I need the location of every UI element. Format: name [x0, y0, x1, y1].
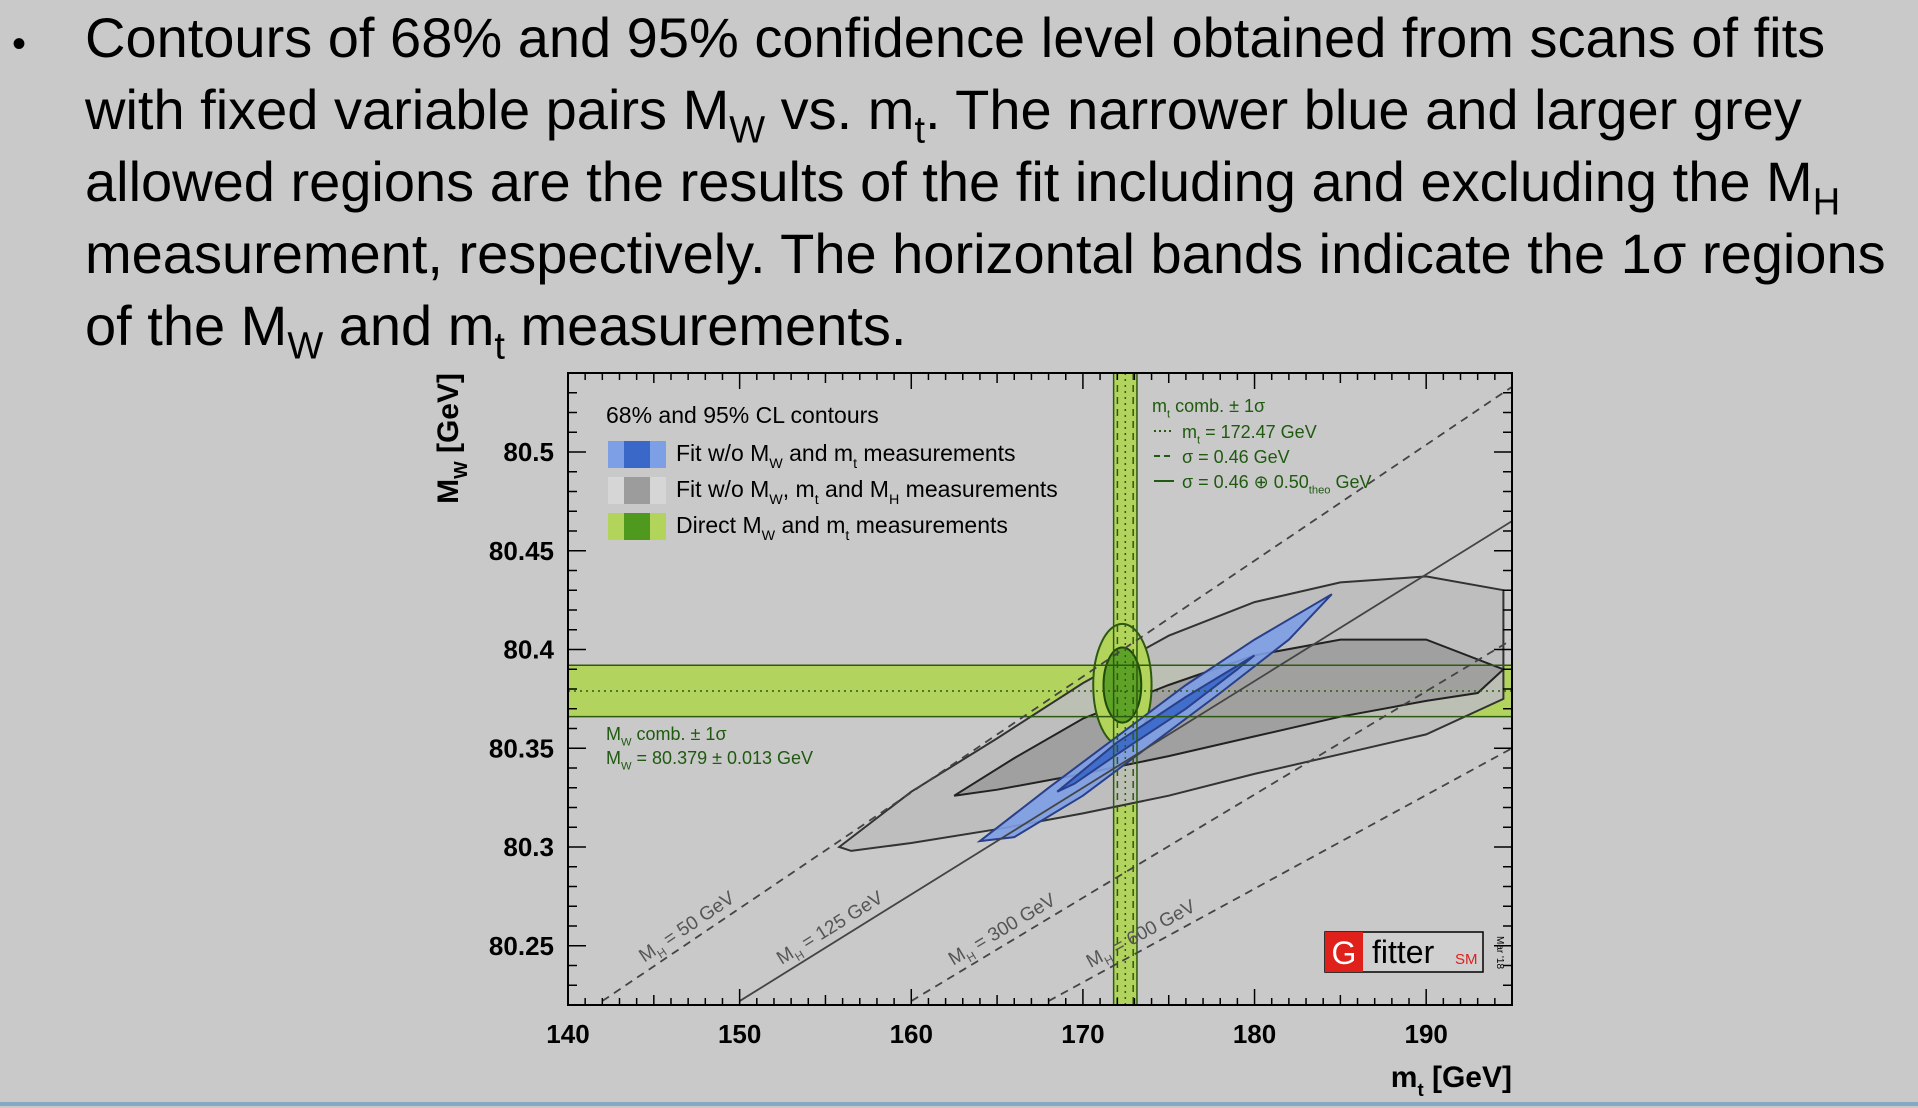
mw-box-central-part: M — [606, 748, 621, 768]
y-axis-label-sub: W — [450, 461, 471, 479]
x-axis-label-sub: t — [1417, 1079, 1423, 1100]
mw-box-central-sub: W — [621, 760, 632, 772]
mt-box-central-part: = 172.47 GeV — [1200, 422, 1317, 442]
legend-entry-label-part: Fit w/o M — [676, 440, 769, 466]
mw-box-title-part: M — [606, 724, 621, 744]
legend-entry-label-part: and M — [819, 476, 889, 502]
legend-entry-label-part: Direct M — [676, 512, 762, 538]
gfitter-logo-date: Mar '18 — [1494, 936, 1505, 969]
mw-box-title-part: comb. ± 1σ — [632, 724, 727, 744]
caption-sub: H — [1812, 181, 1841, 224]
y-axis-label: MW [GeV] — [432, 373, 471, 504]
mw-box-central-part: = 80.379 ± 0.013 GeV — [632, 748, 814, 768]
legend-entry-label-sub: W — [769, 492, 783, 508]
mw-box-title: MW comb. ± 1σ — [606, 724, 727, 748]
gfitter-logo-g-box — [1325, 932, 1363, 972]
mt-box-sigma-total-part: σ = 0.46 ⊕ 0.50 — [1182, 472, 1309, 492]
legend-entry-label: Fit w/o MW and mt measurements — [676, 440, 1016, 472]
caption-text: Contours of 68% and 95% confidence level… — [85, 2, 1905, 365]
y-tick-label: 80.35 — [489, 733, 554, 763]
y-tick-label: 80.5 — [503, 437, 554, 467]
caption-part: measurements. — [504, 294, 907, 357]
y-tick-label: 80.3 — [503, 832, 554, 862]
plot-content — [568, 373, 1512, 1005]
slide-bullet: • Contours of 68% and 95% confidence lev… — [0, 0, 1918, 365]
caption-part: vs. m — [765, 78, 915, 141]
legend-entry-label: Direct MW and mt measurements — [676, 512, 1008, 544]
x-tick-label: 160 — [890, 1019, 933, 1049]
legend-entry-label: Fit w/o MW, mt and MH measurements — [676, 476, 1058, 508]
caption-sub: W — [729, 109, 766, 152]
x-axis-label-part: [GeV] — [1424, 1061, 1512, 1094]
legend-swatch-inner — [624, 477, 650, 504]
mw-box-title-sub: W — [621, 736, 632, 748]
mw-box-central: MW = 80.379 ± 0.013 GeV — [606, 748, 813, 772]
mt-box-central: mt = 172.47 GeV — [1182, 422, 1317, 446]
legend-entry-label-part: measurements — [857, 440, 1016, 466]
caption-part: and m — [323, 294, 495, 357]
caption-part: measurement, respectively. The horizonta… — [85, 222, 1886, 357]
y-tick-label: 80.4 — [503, 635, 554, 665]
mh-line — [1048, 747, 1512, 1002]
x-tick-label: 190 — [1404, 1019, 1447, 1049]
mh-line — [739, 520, 1512, 1002]
legend-swatch-inner — [624, 441, 650, 468]
blue-contour-68 — [1056, 654, 1256, 793]
x-axis-label: mt [GeV] — [1391, 1061, 1512, 1100]
mt-box-title-sub: t — [1167, 408, 1171, 420]
mt-box-title-part: m — [1152, 396, 1167, 416]
legend-entry-label-part: and m — [783, 440, 853, 466]
y-tick-label: 80.45 — [489, 536, 554, 566]
mt-box-sigma-total: σ = 0.46 ⊕ 0.50theo GeV — [1182, 472, 1372, 496]
bottom-rule — [0, 1102, 1918, 1106]
caption-sub: t — [494, 325, 505, 368]
mt-box-sigma-total-sub: theo — [1309, 484, 1331, 496]
caption-sub: t — [914, 109, 926, 152]
bullet-dot: • — [12, 22, 27, 66]
legend-entry-label-part: Fit w/o M — [676, 476, 769, 502]
x-tick-label: 180 — [1233, 1019, 1276, 1049]
mh-line — [601, 386, 1512, 1002]
legend-entry-label-sub: t — [845, 528, 849, 544]
legend-entry-label-part: measurements — [849, 512, 1008, 538]
legend-entry-label-part: , m — [783, 476, 815, 502]
legend-entry-label-sub: t — [853, 456, 857, 472]
gfitter-logo-sm: SM — [1455, 951, 1478, 968]
legend-entry-label-sub: W — [762, 528, 776, 544]
legend-title: 68% and 95% CL contours — [606, 402, 879, 428]
x-axis-label-part: m — [1391, 1061, 1418, 1094]
legend-entry-label-part: measurements — [899, 476, 1058, 502]
y-axis-label-part: M — [432, 479, 465, 504]
caption-part: . The narrower blue and larger grey allo… — [85, 78, 1813, 213]
legend-entry-label-part: and m — [775, 512, 845, 538]
legend-entry-label-sub: t — [815, 492, 819, 508]
mt-box-central-part: m — [1182, 422, 1197, 442]
mh-line — [910, 638, 1512, 1002]
gfitter-logo-text: fitter — [1372, 934, 1435, 970]
mt-box-title-part: comb. ± 1σ — [1170, 396, 1265, 416]
mt-box-sigma: σ = 0.46 GeV — [1182, 447, 1290, 467]
legend-entry-label-sub: H — [889, 492, 899, 508]
x-tick-label: 170 — [1061, 1019, 1104, 1049]
caption-sub: W — [287, 325, 324, 368]
mt-box-title: mt comb. ± 1σ — [1152, 396, 1265, 420]
legend-entry-label-sub: W — [769, 456, 783, 472]
y-axis-label-part: [GeV] — [432, 373, 465, 461]
y-tick-label: 80.25 — [489, 931, 554, 961]
mt-box-central-sub: t — [1197, 434, 1201, 446]
gfitter-logo-g: G — [1332, 935, 1357, 971]
caption-part: Contours of 68% and 95% confidence level… — [85, 6, 1826, 141]
green-contour-68 — [1102, 646, 1143, 724]
mt-box-sigma-total-part: GeV — [1331, 472, 1372, 492]
legend-swatch-inner — [624, 513, 650, 540]
x-tick-label: 140 — [546, 1019, 589, 1049]
x-tick-label: 150 — [718, 1019, 761, 1049]
